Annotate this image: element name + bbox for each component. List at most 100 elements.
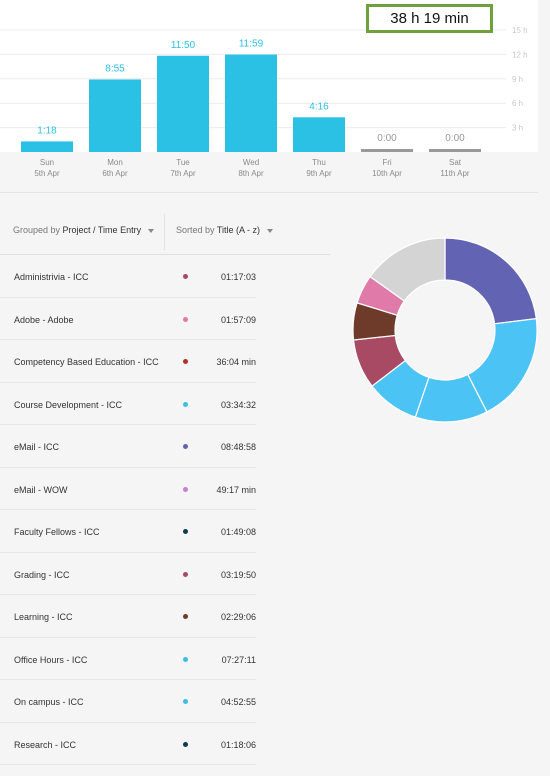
- y-tick-label: 6 h: [512, 99, 523, 108]
- toolbar-divider: [0, 254, 330, 255]
- bar-value-label: 4:16: [309, 101, 329, 112]
- project-color-dot: [183, 571, 188, 577]
- entry-title: Learning - ICC: [14, 612, 73, 622]
- bar-value-label: 0:00: [445, 133, 465, 144]
- bar-value-label: 11:50: [171, 40, 196, 51]
- day-date: 9th Apr: [306, 169, 332, 178]
- y-tick-label: 3 h: [512, 124, 523, 133]
- grouped-by-value: Project / Time Entry: [62, 225, 142, 235]
- donut-slice[interactable]: [369, 237, 446, 302]
- y-tick-label: 12 h: [512, 50, 528, 59]
- entry-duration: 07:27:11: [221, 654, 256, 665]
- donut-slice[interactable]: [444, 237, 537, 325]
- day-name: Sat: [448, 158, 461, 167]
- time-entry-row[interactable]: Research - ICC 01:18:06: [0, 723, 256, 765]
- entry-duration: 49:17 min: [216, 484, 256, 495]
- caret-down-icon: [148, 228, 155, 233]
- project-color-dot: [183, 274, 188, 279]
- toolbar-separator: [164, 214, 165, 250]
- entry-duration: 08:48:58: [220, 442, 256, 452]
- time-entry-row[interactable]: Office Hours - ICC 07:27:11: [0, 638, 256, 680]
- day-name: Fri: [382, 158, 392, 167]
- project-color-dot: [183, 741, 188, 747]
- entry-title: Course Development - ICC: [14, 399, 123, 410]
- project-color-dot: [183, 699, 188, 704]
- project-color-dot: [183, 656, 188, 662]
- time-entry-row[interactable]: Grading - ICC 03:19:50: [0, 553, 256, 595]
- sorted-by-value: Title (A - z): [216, 225, 261, 235]
- x-tick-label: Tue 7th Apr: [155, 157, 211, 179]
- day-date: 10th Apr: [372, 169, 402, 178]
- time-entry-list: Administrivia - ICC 01:17:03 Adobe - Adobe…: [0, 255, 256, 765]
- bar-value-label: 0:00: [377, 133, 397, 144]
- bar-sun[interactable]: [21, 141, 73, 152]
- entry-title: On campus - ICC: [14, 697, 84, 707]
- time-entry-row[interactable]: Learning - ICC 02:29:06: [0, 595, 256, 638]
- project-color-dot: [183, 486, 188, 492]
- sorted-by-dropdown[interactable]: Sorted by Title (A - z): [176, 225, 274, 235]
- entry-title: eMail - ICC: [14, 442, 60, 452]
- x-tick-label: Sat 11th Apr: [427, 157, 483, 179]
- entry-duration: 02:29:06: [220, 612, 256, 622]
- project-color-dot: [183, 359, 188, 364]
- time-entry-row[interactable]: Administrivia - ICC 01:17:03: [0, 255, 256, 298]
- bar-value-label: 1:18: [37, 125, 57, 136]
- day-date: 5th Apr: [34, 169, 60, 178]
- time-entry-row[interactable]: eMail - WOW 49:17 min: [0, 468, 256, 510]
- entry-title: Competency Based Education - ICC: [14, 357, 159, 367]
- grouped-by-dropdown[interactable]: Grouped by Project / Time Entry: [13, 225, 155, 235]
- project-color-dot: [183, 529, 188, 534]
- bar-value-label: 8:55: [105, 63, 125, 74]
- daily-bar-chart-panel: 3 h 6 h 9 h 12 h 15 h 1:18 8:55 11:50 11:59 4:16 0…: [0, 0, 538, 152]
- entry-title: Grading - ICC: [14, 569, 70, 580]
- caret-down-icon: [267, 228, 274, 233]
- day-name: Mon: [107, 158, 123, 167]
- day-date: 8th Apr: [238, 169, 264, 178]
- total-duration-box: 38 h 19 min: [366, 4, 493, 33]
- entry-title: Office Hours - ICC: [14, 654, 88, 665]
- time-entry-row[interactable]: Adobe - Adobe 01:57:09: [0, 298, 256, 340]
- time-entry-row[interactable]: Competency Based Education - ICC 36:04 mi…: [0, 340, 256, 383]
- entry-duration: 01:18:06: [220, 739, 256, 750]
- time-entry-row[interactable]: Faculty Fellows - ICC 01:49:08: [0, 510, 256, 553]
- section-divider: [0, 192, 538, 193]
- x-tick-label: Sun 5th Apr: [19, 157, 75, 179]
- y-tick-label: 15 h: [512, 26, 528, 35]
- bar-wed[interactable]: [225, 54, 277, 152]
- bar-sat[interactable]: [429, 149, 481, 152]
- day-date: 11th Apr: [440, 169, 470, 178]
- daily-bar-chart: 3 h 6 h 9 h 12 h 15 h 1:18 8:55 11:50 11:59 4:16 0…: [0, 26, 528, 152]
- project-color-dot: [183, 401, 188, 407]
- time-entry-row[interactable]: eMail - ICC 08:48:58: [0, 425, 256, 468]
- x-tick-label: Fri 10th Apr: [359, 157, 415, 179]
- bar-value-label: 11:59: [239, 39, 264, 50]
- day-date: 7th Apr: [170, 169, 196, 178]
- day-date: 6th Apr: [102, 169, 128, 178]
- entry-title: Faculty Fellows - ICC: [14, 527, 100, 537]
- entry-duration: 01:57:09: [220, 314, 256, 325]
- entry-duration: 01:17:03: [220, 272, 256, 282]
- project-color-dot: [183, 614, 188, 619]
- x-tick-label: Wed 8th Apr: [223, 157, 279, 179]
- entry-title: Adobe - Adobe: [14, 314, 74, 325]
- entry-duration: 03:19:50: [220, 569, 256, 580]
- day-name: Wed: [242, 158, 260, 167]
- bar-tue[interactable]: [157, 55, 209, 152]
- entry-duration: 36:04 min: [216, 357, 256, 367]
- sorted-by-prefix: Sorted by: [176, 225, 215, 235]
- project-color-dot: [183, 444, 188, 449]
- bar-mon[interactable]: [89, 79, 141, 152]
- grouping-toolbar: Grouped by Project / Time Entry Sorted b…: [0, 211, 330, 253]
- entry-duration: 04:52:55: [220, 697, 256, 707]
- time-entry-row[interactable]: Course Development - ICC 03:34:32: [0, 383, 256, 425]
- project-donut-chart: [352, 237, 538, 423]
- entry-title: Research - ICC: [14, 739, 77, 750]
- day-name: Sun: [39, 158, 55, 167]
- bar-thu[interactable]: [293, 117, 345, 152]
- entry-duration: 03:34:32: [220, 399, 256, 410]
- y-tick-label: 9 h: [512, 75, 523, 84]
- x-tick-label: Mon 6th Apr: [87, 157, 143, 179]
- day-name: Tue: [176, 158, 190, 167]
- bar-fri[interactable]: [361, 149, 413, 152]
- time-entry-row[interactable]: On campus - ICC 04:52:55: [0, 680, 256, 723]
